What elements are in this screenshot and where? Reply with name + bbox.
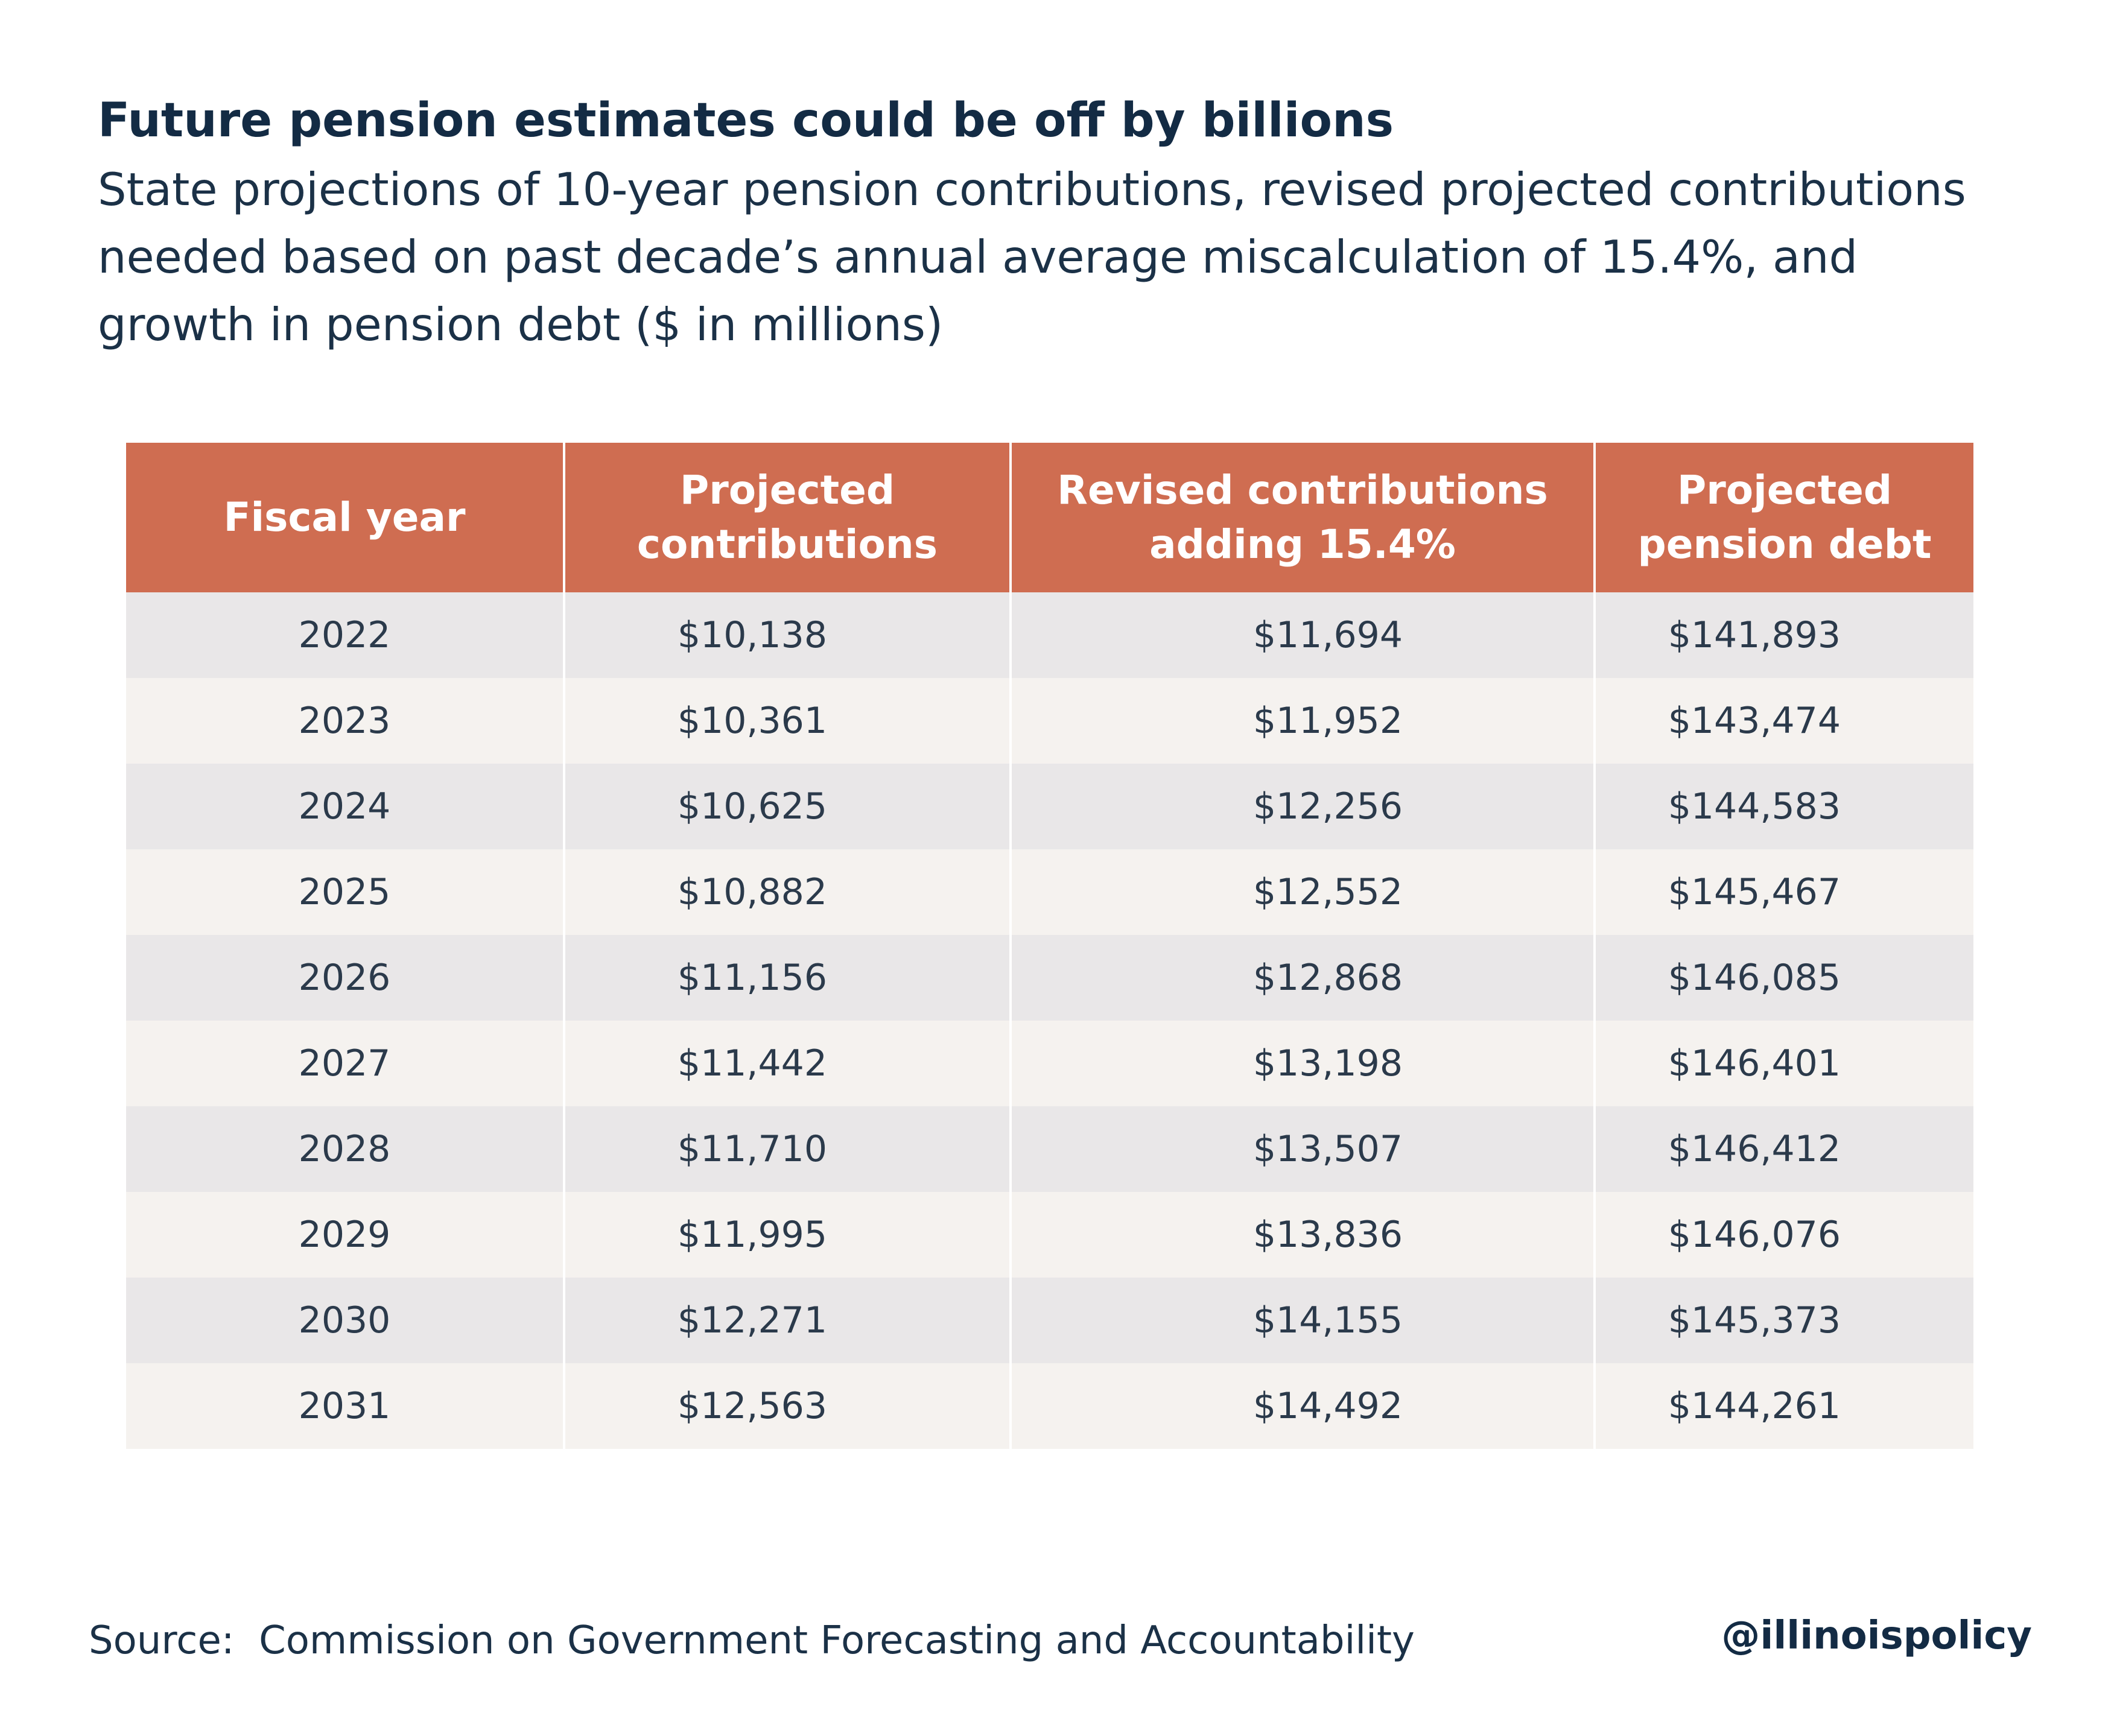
cell-revised-contributions: $13,198: [1009, 1021, 1595, 1106]
cell-fiscal-year: 2030: [126, 1278, 564, 1363]
cell-fiscal-year: 2029: [126, 1192, 564, 1278]
cell-projected-pension-debt: $144,583: [1593, 764, 1973, 849]
table-header-row: Fiscal year Projected contributions Revise…: [126, 443, 1973, 592]
cell-fiscal-year: 2022: [126, 592, 564, 678]
table-row: 2030 $12,271 $14,155 $145,373: [126, 1278, 1973, 1363]
table-row: 2023 $10,361 $11,952 $143,474: [126, 678, 1973, 764]
table-row: 2022 $10,138 $11,694 $141,893: [126, 592, 1973, 678]
cell-fiscal-year: 2031: [126, 1363, 564, 1449]
cell-fiscal-year: 2028: [126, 1106, 564, 1192]
table-row: 2027 $11,442 $13,198 $146,401: [126, 1021, 1973, 1106]
cell-projected-pension-debt: $143,474: [1593, 678, 1973, 764]
chart-title: Future pension estimates could be off by…: [98, 93, 1394, 148]
cell-revised-contributions: $11,694: [1009, 592, 1595, 678]
cell-projected-contributions: $11,156: [563, 935, 1011, 1021]
cell-projected-pension-debt: $141,893: [1593, 592, 1973, 678]
cell-projected-pension-debt: $146,076: [1593, 1192, 1973, 1278]
cell-projected-contributions: $12,563: [563, 1363, 1011, 1449]
cell-revised-contributions: $12,868: [1009, 935, 1595, 1021]
table-row: 2024 $10,625 $12,256 $144,583: [126, 764, 1973, 849]
table-body: 2022 $10,138 $11,694 $141,893 2023 $10,361 $11…: [126, 592, 1973, 1449]
cell-projected-contributions: $11,995: [563, 1192, 1011, 1278]
cell-projected-contributions: $10,361: [563, 678, 1011, 764]
cell-fiscal-year: 2024: [126, 764, 564, 849]
table-row: 2025 $10,882 $12,552 $145,467: [126, 849, 1973, 935]
cell-revised-contributions: $13,507: [1009, 1106, 1595, 1192]
cell-fiscal-year: 2026: [126, 935, 564, 1021]
table-row: 2031 $12,563 $14,492 $144,261: [126, 1363, 1973, 1449]
cell-revised-contributions: $12,256: [1009, 764, 1595, 849]
header-projected-contributions: Projected contributions: [563, 443, 1011, 592]
table-row: 2029 $11,995 $13,836 $146,076: [126, 1192, 1973, 1278]
header-fiscal-year: Fiscal year: [126, 443, 564, 592]
cell-revised-contributions: $14,155: [1009, 1278, 1595, 1363]
cell-projected-pension-debt: $144,261: [1593, 1363, 1973, 1449]
source-note: Source: Commission on Government Forecas…: [89, 1618, 1415, 1663]
cell-revised-contributions: $12,552: [1009, 849, 1595, 935]
header-revised-contributions: Revised contributions adding 15.4%: [1009, 443, 1595, 592]
cell-projected-contributions: $11,710: [563, 1106, 1011, 1192]
cell-projected-pension-debt: $145,373: [1593, 1278, 1973, 1363]
cell-projected-contributions: $10,882: [563, 849, 1011, 935]
cell-projected-pension-debt: $146,412: [1593, 1106, 1973, 1192]
cell-revised-contributions: $13,836: [1009, 1192, 1595, 1278]
pension-table: Fiscal year Projected contributions Revise…: [126, 443, 1973, 1449]
cell-projected-contributions: $10,138: [563, 592, 1011, 678]
cell-projected-contributions: $10,625: [563, 764, 1011, 849]
cell-revised-contributions: $11,952: [1009, 678, 1595, 764]
cell-revised-contributions: $14,492: [1009, 1363, 1595, 1449]
cell-fiscal-year: 2025: [126, 849, 564, 935]
cell-projected-contributions: $12,271: [563, 1278, 1011, 1363]
pension-table-container: Fiscal year Projected contributions Revise…: [126, 443, 1973, 1449]
cell-projected-contributions: $11,442: [563, 1021, 1011, 1106]
cell-projected-pension-debt: $146,085: [1593, 935, 1973, 1021]
header-projected-pension-debt: Projected pension debt: [1593, 443, 1973, 592]
cell-fiscal-year: 2023: [126, 678, 564, 764]
cell-projected-pension-debt: $146,401: [1593, 1021, 1973, 1106]
table-row: 2026 $11,156 $12,868 $146,085: [126, 935, 1973, 1021]
table-row: 2028 $11,710 $13,507 $146,412: [126, 1106, 1973, 1192]
chart-subtitle: State projections of 10-year pension con…: [98, 163, 1966, 351]
social-handle: @illinoispolicy: [1721, 1614, 2032, 1658]
cell-projected-pension-debt: $145,467: [1593, 849, 1973, 935]
cell-fiscal-year: 2027: [126, 1021, 564, 1106]
